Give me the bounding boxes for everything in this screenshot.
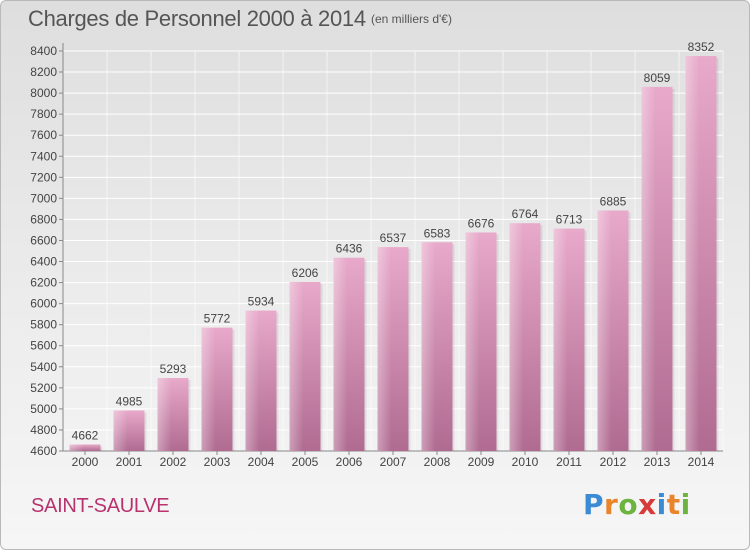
data-label: 6206 [292,266,319,280]
y-tick-label: 8400 [30,44,57,58]
data-label: 6885 [600,194,627,208]
y-tick-label: 8000 [30,86,57,100]
data-label: 5293 [160,362,187,376]
proxiti-logo: Proxiti [583,488,691,521]
y-tick-label: 7800 [30,107,57,121]
x-tick-label: 2008 [424,455,451,469]
bar-highlight [377,247,392,451]
label-layer: 4662 2000 4985 2001 5293 2002 5772 2003 5934 2004… [72,40,715,469]
y-tick-label: 5800 [30,318,57,332]
bar-highlight [245,310,260,451]
data-label: 6676 [468,216,495,230]
chart-title: Charges de Personnel 2000 à 2014 [28,6,366,31]
y-tick-label: 6600 [30,233,57,247]
y-tick-label: 6200 [30,276,57,290]
x-tick-label: 2014 [688,455,715,469]
chart-subtitle: (en milliers d'€) [371,12,452,26]
logo-letter: i [656,488,667,521]
bar-highlight [509,223,524,451]
y-tick-label: 7600 [30,128,57,142]
data-label: 5772 [204,312,231,326]
x-tick-label: 2006 [336,455,363,469]
data-label: 4662 [72,428,99,442]
y-tick-label: 7400 [30,149,57,163]
y-tick-label: 6000 [30,297,57,311]
x-tick-label: 2005 [292,455,319,469]
data-label: 6537 [380,231,407,245]
commune-name: SAINT-SAULVE [31,495,170,517]
y-tick-label: 6800 [30,212,57,226]
x-tick-label: 2013 [644,455,671,469]
bar-highlight [157,378,172,451]
data-label: 8059 [644,71,671,85]
bar-highlight [113,410,128,451]
data-label: 4985 [116,394,143,408]
y-tick-label: 7000 [30,191,57,205]
x-tick-label: 2010 [512,455,539,469]
x-tick-label: 2002 [160,455,187,469]
x-tick-label: 2004 [248,455,275,469]
data-label: 8352 [688,40,715,54]
y-tick-label: 5400 [30,360,57,374]
bar-highlight [685,56,700,451]
logo-letter: x [638,488,657,521]
bar-highlight [201,327,216,451]
x-tick-label: 2000 [72,455,99,469]
data-label: 6713 [556,213,583,227]
bar-highlight [641,86,656,451]
y-tick-label: 7200 [30,170,57,184]
x-tick-label: 2001 [116,455,143,469]
bar-highlight [289,281,304,451]
logo-letter: r [604,488,619,521]
data-label: 5934 [248,295,275,309]
bar-highlight [597,210,612,451]
bar-highlight [421,242,436,451]
y-tick-label: 5200 [30,381,57,395]
x-tick-label: 2012 [600,455,627,469]
logo-letter: P [583,488,605,521]
logo-letter: i [680,488,691,521]
bar [69,444,101,451]
x-tick-label: 2009 [468,455,495,469]
data-label: 6436 [336,242,363,256]
data-label: 6583 [424,226,451,240]
x-tick-label: 2011 [556,455,582,469]
y-tick-label: 4600 [30,444,57,458]
y-tick-label: 5600 [30,339,57,353]
bar-highlight [465,232,480,451]
logo-letter: o [618,488,639,521]
y-tick-label: 4800 [30,423,57,437]
x-tick-label: 2007 [380,455,407,469]
bar-highlight [333,257,348,451]
data-label: 6764 [512,207,539,221]
logo-letter: t [666,488,681,521]
bar-layer [69,56,719,451]
y-tick-label: 8200 [30,65,57,79]
y-tick-label: 5000 [30,402,57,416]
bar-highlight [69,444,84,451]
x-tick-label: 2003 [204,455,231,469]
bar-highlight [553,228,568,451]
y-tick-label: 6400 [30,255,57,269]
